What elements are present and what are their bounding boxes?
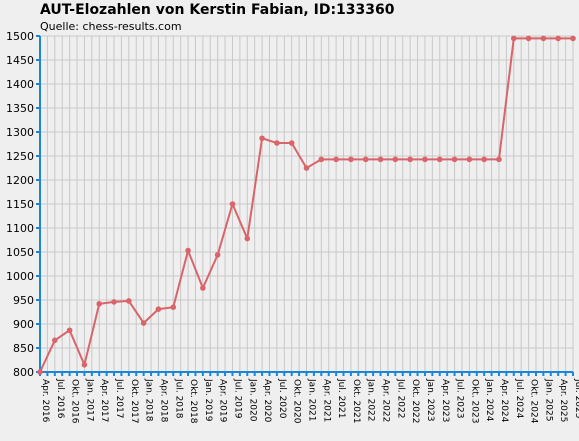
data-point — [422, 156, 428, 163]
data-point — [362, 156, 369, 163]
data-point — [259, 135, 265, 142]
x-tick-label: Jan. 2025 — [543, 378, 553, 422]
y-tick-label: 1100 — [6, 222, 34, 235]
x-tick-label: Apr. 2017 — [99, 379, 109, 422]
x-tick-label: Apr. 2023 — [440, 379, 450, 422]
y-tick-label: 1200 — [6, 174, 34, 187]
x-tick-label: Apr. 2016 — [40, 379, 50, 423]
x-tick-label: Jan. 2017 — [84, 378, 94, 422]
axes — [36, 35, 574, 376]
x-tick-label: Jul. 2018 — [173, 378, 183, 419]
y-tick-label: 1250 — [6, 150, 34, 163]
x-tick-label: Jul. 2017 — [114, 378, 124, 419]
chart-subtitle: Quelle: chess-results.com — [40, 20, 182, 33]
x-tick-label: Okt. 2016 — [70, 379, 80, 424]
data-point — [333, 156, 339, 163]
data-point — [496, 156, 502, 163]
x-tick-label: Jan. 2018 — [144, 378, 154, 422]
data-point — [244, 235, 251, 242]
data-point — [481, 156, 487, 163]
data-point — [392, 156, 399, 163]
y-tick-label: 1050 — [6, 246, 34, 259]
data-point — [140, 320, 147, 326]
data-point — [52, 337, 58, 344]
y-tick-label: 1300 — [6, 126, 34, 139]
x-tick-label: Jan. 2021 — [307, 378, 317, 422]
data-point — [111, 299, 117, 305]
data-point — [66, 327, 73, 334]
data-point — [274, 140, 280, 146]
x-tick-label: Okt. 2018 — [188, 379, 198, 424]
grid-lines — [39, 35, 574, 373]
tick-labels: 800 850 900 950 1000 1050 1100 1150 1200 1250 1300… — [6, 30, 579, 424]
data-point — [555, 35, 561, 42]
data-point — [377, 156, 384, 163]
data-point — [348, 156, 354, 163]
y-tick-label: 1500 — [6, 30, 34, 43]
data-point — [303, 165, 310, 171]
data-point — [185, 247, 191, 254]
data-point — [155, 306, 162, 312]
x-tick-label: Jul. 2024 — [514, 378, 524, 419]
data-point — [570, 35, 576, 42]
x-tick-label: Apr. 2024 — [499, 379, 509, 423]
x-tick-label: Jul. 2023 — [455, 378, 465, 419]
y-tick-label: 900 — [13, 318, 34, 331]
y-tick-label: 800 — [13, 366, 34, 379]
data-point — [407, 156, 413, 163]
x-tick-label: Jan. 2024 — [484, 378, 494, 422]
x-tick-label: Okt. 2017 — [129, 379, 139, 423]
x-tick-label: Jul. 2019 — [232, 378, 242, 419]
y-tick-label: 1450 — [6, 54, 34, 67]
data-points — [37, 35, 576, 375]
x-tick-label: Jul. 2020 — [277, 378, 287, 419]
x-tick-label: Okt. 2023 — [469, 379, 479, 423]
x-tick-label: Apr. 2025 — [558, 379, 568, 422]
data-point — [37, 369, 43, 375]
data-point — [540, 35, 547, 42]
data-point — [81, 362, 88, 368]
x-tick-label: Apr. 2019 — [218, 379, 228, 423]
x-tick-label: Apr. 2018 — [158, 379, 168, 423]
data-point — [200, 285, 206, 291]
data-point — [288, 140, 295, 146]
x-tick-label: Jul. 2016 — [55, 378, 65, 419]
x-tick-label: Jan. 2023 — [425, 378, 435, 422]
x-tick-label: Apr. 2021 — [321, 379, 331, 422]
data-point — [466, 156, 473, 163]
data-point — [318, 156, 325, 163]
data-point — [510, 35, 517, 42]
x-tick-label: Jul. 2022 — [395, 378, 405, 419]
x-tick-label: Okt. 2024 — [529, 379, 539, 424]
data-point — [436, 156, 443, 163]
data-point — [96, 301, 103, 307]
x-tick-label: Okt. 2021 — [351, 379, 361, 423]
data-point — [126, 298, 132, 304]
x-tick-label: Jul. 2025 — [573, 378, 579, 419]
x-tick-label: Apr. 2022 — [381, 379, 391, 422]
x-tick-label: Jan. 2020 — [247, 378, 257, 422]
x-tick-label: Apr. 2020 — [262, 379, 272, 423]
x-tick-label: Jan. 2019 — [203, 378, 213, 422]
x-tick-label: Okt. 2022 — [410, 379, 420, 423]
y-tick-label: 850 — [13, 342, 34, 355]
y-tick-label: 1150 — [6, 198, 34, 211]
data-point — [214, 252, 221, 258]
chart-title: AUT-Elozahlen von Kerstin Fabian, ID:133… — [40, 2, 395, 18]
y-tick-label: 1000 — [6, 270, 34, 283]
y-tick-label: 950 — [13, 294, 34, 307]
x-tick-label: Jul. 2021 — [336, 378, 346, 419]
x-tick-label: Okt. 2020 — [292, 379, 302, 424]
data-point — [451, 156, 458, 163]
data-point — [229, 201, 236, 207]
data-point — [525, 35, 532, 42]
data-point — [170, 304, 177, 311]
x-tick-label: Jan. 2022 — [366, 378, 376, 422]
y-tick-label: 1400 — [6, 78, 34, 91]
y-tick-label: 1350 — [6, 102, 34, 115]
